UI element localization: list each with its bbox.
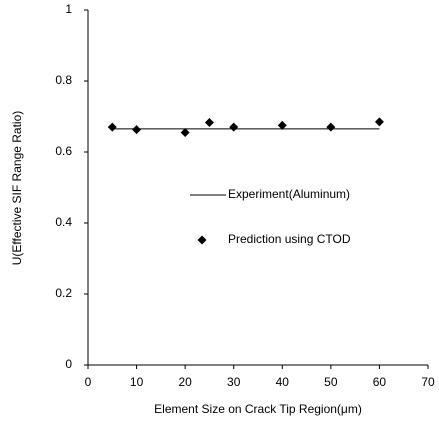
y-tick-label: 1: [65, 2, 72, 16]
x-tick-label: 0: [85, 375, 92, 389]
marker: [132, 125, 142, 135]
x-tick-label: 70: [421, 375, 435, 389]
y-tick-label: 0.6: [55, 144, 72, 158]
y-axis-label: U(Effective SIF Range Ratio): [10, 111, 24, 266]
marker: [180, 127, 190, 137]
x-tick-label: 60: [373, 375, 387, 389]
marker: [229, 122, 239, 132]
x-tick-label: 40: [276, 375, 290, 389]
y-tick-label: 0.2: [55, 286, 72, 300]
marker: [326, 122, 336, 132]
marker: [277, 120, 287, 130]
marker: [204, 118, 214, 128]
x-tick-label: 20: [178, 375, 192, 389]
legend-label: Prediction using CTOD: [228, 232, 351, 246]
y-tick-label: 0: [65, 357, 72, 371]
y-tick-label: 0.4: [55, 215, 72, 229]
legend-label: Experiment(Aluminum): [228, 187, 350, 201]
x-tick-label: 30: [227, 375, 241, 389]
x-axis-label: Element Size on Crack Tip Region(μm): [154, 402, 362, 416]
x-tick-label: 10: [130, 375, 144, 389]
legend-marker: [197, 235, 207, 245]
x-tick-label: 50: [324, 375, 338, 389]
y-tick-label: 0.8: [55, 73, 72, 87]
marker: [107, 122, 117, 132]
marker: [374, 117, 384, 127]
